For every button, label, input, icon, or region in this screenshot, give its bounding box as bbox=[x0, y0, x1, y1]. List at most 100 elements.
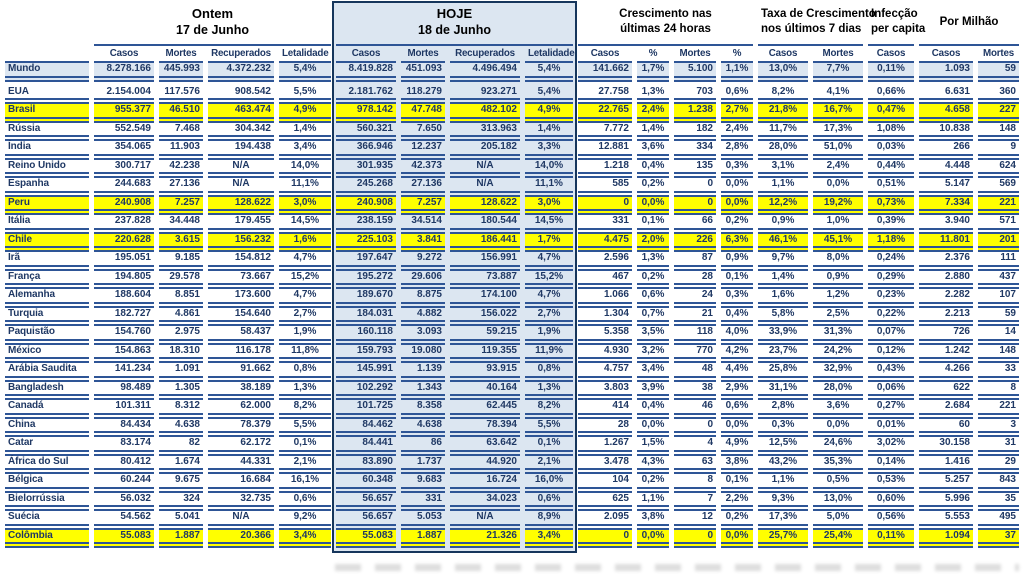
value-cell: 4 bbox=[674, 437, 716, 456]
country-cell: Índia bbox=[5, 141, 89, 160]
value-cell: 156.232 bbox=[208, 233, 274, 252]
country-cell: Chile bbox=[5, 233, 89, 252]
column-header-row: Casos Mortes Recuperados Letalidade Caso… bbox=[5, 46, 1019, 63]
value-cell: 86 bbox=[401, 437, 445, 456]
value-cell: 21 bbox=[674, 308, 716, 326]
value-cell: 1.066 bbox=[578, 289, 632, 308]
value-cell: 0,14% bbox=[868, 456, 914, 474]
value-cell: 1.242 bbox=[919, 345, 973, 363]
value-cell: 221 bbox=[978, 196, 1019, 215]
group-title-infection-per-capita-line2: per capita bbox=[871, 23, 926, 35]
value-cell: 4.638 bbox=[159, 419, 203, 437]
value-cell: 1,3% bbox=[637, 86, 669, 104]
value-cell: 0 bbox=[674, 419, 716, 437]
value-cell: 7,7% bbox=[813, 63, 863, 82]
value-cell: 24,2% bbox=[813, 345, 863, 363]
value-cell: 8,2% bbox=[525, 400, 573, 419]
value-cell: 0,6% bbox=[721, 400, 753, 419]
value-cell: 3.803 bbox=[578, 382, 632, 400]
value-cell: 0,0% bbox=[637, 419, 669, 437]
value-cell: 1.304 bbox=[578, 308, 632, 326]
value-cell: 59.215 bbox=[450, 326, 520, 345]
value-cell: 194.438 bbox=[208, 141, 274, 160]
value-cell: 60.348 bbox=[336, 474, 396, 493]
value-cell: 4.496.494 bbox=[450, 63, 520, 82]
value-cell: 0,11% bbox=[868, 63, 914, 82]
value-cell: 42.373 bbox=[401, 160, 445, 178]
value-cell: 0,5% bbox=[813, 474, 863, 493]
value-cell: 34.514 bbox=[401, 215, 445, 234]
value-cell: 107 bbox=[978, 289, 1019, 308]
value-cell: 0 bbox=[578, 196, 632, 215]
value-cell: 0,22% bbox=[868, 308, 914, 326]
table-row: China 84.434 4.638 78.379 5,5% 84.462 4.638 78.… bbox=[5, 419, 1019, 437]
country-cell: China bbox=[5, 419, 89, 437]
value-cell: 3,8% bbox=[721, 456, 753, 474]
value-cell: 304.342 bbox=[208, 123, 274, 141]
value-cell: 46 bbox=[674, 400, 716, 419]
value-cell: 5,4% bbox=[279, 63, 331, 82]
value-cell: 221 bbox=[978, 400, 1019, 419]
group-title-today: HOJE 18 de Junho bbox=[336, 0, 573, 46]
value-cell: 0,39% bbox=[868, 215, 914, 234]
table-row: México 154.863 18.310 116.178 11,8% 159.793 19… bbox=[5, 345, 1019, 363]
value-cell: 240.908 bbox=[336, 196, 396, 215]
value-cell: 0,47% bbox=[868, 104, 914, 123]
value-cell: 0,03% bbox=[868, 141, 914, 160]
country-cell: Reino Unido bbox=[5, 160, 89, 178]
value-cell: 141.234 bbox=[94, 363, 154, 382]
value-cell: 23,7% bbox=[758, 345, 808, 363]
value-cell: 0,44% bbox=[868, 160, 914, 178]
value-cell: 4.266 bbox=[919, 363, 973, 382]
value-cell: 51,0% bbox=[813, 141, 863, 160]
column-header-cases: Casos bbox=[578, 46, 632, 63]
group-title-growth-7-days-line1: Taxa de Crescimento bbox=[761, 8, 876, 20]
value-cell: 3,02% bbox=[868, 437, 914, 456]
country-cell: França bbox=[5, 271, 89, 289]
value-cell: 3,4% bbox=[637, 363, 669, 382]
value-cell: 20.366 bbox=[208, 529, 274, 548]
value-cell: 8 bbox=[978, 382, 1019, 400]
value-cell: 0,1% bbox=[279, 437, 331, 456]
value-cell: 4,9% bbox=[721, 437, 753, 456]
value-cell: 73.667 bbox=[208, 271, 274, 289]
value-cell: 3.940 bbox=[919, 215, 973, 234]
value-cell: 101.311 bbox=[94, 400, 154, 419]
corner-cell bbox=[5, 0, 89, 46]
covid-statistics-table: Ontem 17 de Junho HOJE 18 de Junho Cresc… bbox=[5, 0, 1019, 548]
value-cell: 8,2% bbox=[279, 400, 331, 419]
value-cell: 63.642 bbox=[450, 437, 520, 456]
value-cell: 1.343 bbox=[401, 382, 445, 400]
value-cell: 16,1% bbox=[279, 474, 331, 493]
value-cell: 44.331 bbox=[208, 456, 274, 474]
column-header-cases: Casos bbox=[758, 46, 808, 63]
value-cell: 21,8% bbox=[758, 104, 808, 123]
value-cell: 173.600 bbox=[208, 289, 274, 308]
value-cell: 1.416 bbox=[919, 456, 973, 474]
value-cell: 111 bbox=[978, 252, 1019, 271]
value-cell: 60.244 bbox=[94, 474, 154, 493]
value-cell: 3.615 bbox=[159, 233, 203, 252]
table-row: Itália 237.828 34.448 179.455 14,5% 238.159 34… bbox=[5, 215, 1019, 234]
value-cell: 1.218 bbox=[578, 160, 632, 178]
value-cell: 119.355 bbox=[450, 345, 520, 363]
country-cell: Bangladesh bbox=[5, 382, 89, 400]
value-cell: 46,1% bbox=[758, 233, 808, 252]
value-cell: 0,0% bbox=[721, 178, 753, 197]
column-header-deaths: Mortes bbox=[401, 46, 445, 63]
value-cell: 4.861 bbox=[159, 308, 203, 326]
column-header-recovered: Recuperados bbox=[208, 46, 274, 63]
value-cell: 33 bbox=[978, 363, 1019, 382]
value-cell: 2.282 bbox=[919, 289, 973, 308]
value-cell: 141.662 bbox=[578, 63, 632, 82]
value-cell: 0,43% bbox=[868, 363, 914, 382]
value-cell: 0,2% bbox=[637, 474, 669, 493]
group-title-today-line2: 18 de Junho bbox=[418, 23, 491, 37]
value-cell: 82 bbox=[159, 437, 203, 456]
value-cell: 7.650 bbox=[401, 123, 445, 141]
value-cell: 83.890 bbox=[336, 456, 396, 474]
value-cell: 4,9% bbox=[525, 104, 573, 123]
value-cell: 0,6% bbox=[525, 493, 573, 511]
group-title-growth-7-days-line2: nos últimos 7 dias bbox=[761, 23, 862, 35]
country-cell: Colômbia bbox=[5, 529, 89, 548]
